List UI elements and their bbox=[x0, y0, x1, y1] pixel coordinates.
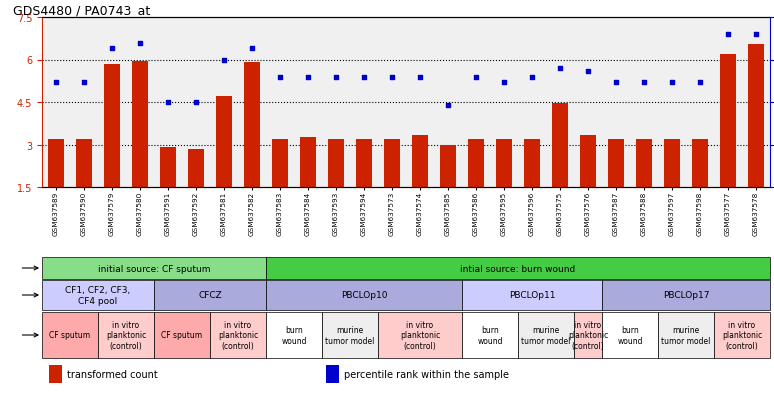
Point bbox=[610, 79, 622, 86]
Point bbox=[190, 100, 202, 106]
Bar bbox=[580, 135, 596, 188]
Bar bbox=[664, 140, 680, 188]
Point bbox=[638, 79, 650, 86]
Bar bbox=[553, 104, 567, 188]
Bar bbox=[692, 140, 707, 188]
Point bbox=[330, 74, 342, 81]
Bar bbox=[266, 258, 770, 279]
Bar bbox=[132, 62, 148, 188]
Text: CF sputum: CF sputum bbox=[50, 331, 91, 339]
Point bbox=[50, 79, 62, 86]
Bar bbox=[574, 312, 602, 358]
Text: intial source: burn wound: intial source: burn wound bbox=[461, 264, 576, 273]
Bar bbox=[378, 312, 462, 358]
Point bbox=[78, 79, 91, 86]
Text: CF sputum: CF sputum bbox=[162, 331, 203, 339]
Bar bbox=[385, 140, 399, 188]
Point bbox=[750, 32, 762, 38]
Point bbox=[134, 40, 146, 47]
Text: CFCZ: CFCZ bbox=[198, 291, 222, 300]
Point bbox=[385, 74, 398, 81]
Bar bbox=[714, 312, 770, 358]
Text: burn
wound: burn wound bbox=[281, 325, 307, 345]
Bar bbox=[356, 140, 372, 188]
Bar bbox=[266, 312, 322, 358]
Bar bbox=[636, 140, 652, 188]
Text: murine
tumor model: murine tumor model bbox=[522, 325, 570, 345]
Bar bbox=[496, 140, 512, 188]
Bar bbox=[216, 97, 231, 188]
Point bbox=[442, 103, 454, 109]
Bar bbox=[602, 312, 658, 358]
Point bbox=[554, 66, 567, 72]
Bar bbox=[326, 365, 339, 383]
Point bbox=[274, 74, 286, 81]
Bar bbox=[48, 140, 63, 188]
Text: murine
tumor model: murine tumor model bbox=[661, 325, 711, 345]
Text: murine
tumor model: murine tumor model bbox=[325, 325, 375, 345]
Point bbox=[358, 74, 370, 81]
Bar bbox=[160, 148, 176, 188]
Point bbox=[217, 57, 230, 64]
Point bbox=[694, 79, 706, 86]
Bar bbox=[300, 138, 316, 188]
Bar bbox=[462, 280, 602, 311]
Text: in vitro
planktonic
(control): in vitro planktonic (control) bbox=[722, 320, 762, 350]
Point bbox=[302, 74, 314, 81]
Bar bbox=[188, 150, 204, 188]
Bar bbox=[272, 140, 288, 188]
Point bbox=[722, 32, 735, 38]
Text: percentile rank within the sample: percentile rank within the sample bbox=[344, 369, 509, 379]
Text: in vitro
planktonic
(control): in vitro planktonic (control) bbox=[217, 320, 258, 350]
Bar bbox=[440, 145, 456, 188]
Bar bbox=[322, 312, 378, 358]
Bar bbox=[748, 45, 764, 188]
Point bbox=[582, 69, 594, 76]
Bar bbox=[518, 312, 574, 358]
Bar bbox=[104, 64, 120, 188]
Bar bbox=[245, 63, 260, 188]
Bar bbox=[658, 312, 714, 358]
Text: CF1, CF2, CF3,
CF4 pool: CF1, CF2, CF3, CF4 pool bbox=[65, 286, 131, 305]
Text: in vitro
planktonic
(control): in vitro planktonic (control) bbox=[400, 320, 440, 350]
Bar bbox=[154, 312, 210, 358]
Bar bbox=[77, 140, 91, 188]
Bar bbox=[50, 365, 63, 383]
Text: PBCLOp17: PBCLOp17 bbox=[663, 291, 709, 300]
Text: burn
wound: burn wound bbox=[478, 325, 503, 345]
Bar bbox=[462, 312, 518, 358]
Point bbox=[162, 100, 174, 106]
Bar bbox=[721, 55, 736, 188]
Bar bbox=[413, 135, 428, 188]
Text: GDS4480 / PA0743_at: GDS4480 / PA0743_at bbox=[13, 4, 150, 17]
Bar bbox=[608, 140, 624, 188]
Text: burn
wound: burn wound bbox=[617, 325, 642, 345]
Point bbox=[526, 74, 538, 81]
Text: PBCLOp11: PBCLOp11 bbox=[509, 291, 555, 300]
Bar bbox=[524, 140, 539, 188]
Text: in vitro
planktonic
(control): in vitro planktonic (control) bbox=[568, 320, 608, 350]
Text: transformed count: transformed count bbox=[67, 369, 158, 379]
Bar bbox=[328, 140, 344, 188]
Bar bbox=[42, 312, 98, 358]
Bar bbox=[602, 280, 770, 311]
Point bbox=[470, 74, 482, 81]
Point bbox=[414, 74, 426, 81]
Bar bbox=[42, 280, 154, 311]
Point bbox=[666, 79, 678, 86]
Bar bbox=[266, 280, 462, 311]
Bar bbox=[42, 258, 266, 279]
Text: PBCLOp10: PBCLOp10 bbox=[341, 291, 387, 300]
Bar bbox=[154, 280, 266, 311]
Point bbox=[246, 45, 259, 52]
Bar bbox=[98, 312, 154, 358]
Bar bbox=[210, 312, 266, 358]
Bar bbox=[468, 140, 484, 188]
Point bbox=[498, 79, 510, 86]
Point bbox=[106, 45, 118, 52]
Text: initial source: CF sputum: initial source: CF sputum bbox=[98, 264, 211, 273]
Text: in vitro
planktonic
(control): in vitro planktonic (control) bbox=[106, 320, 146, 350]
